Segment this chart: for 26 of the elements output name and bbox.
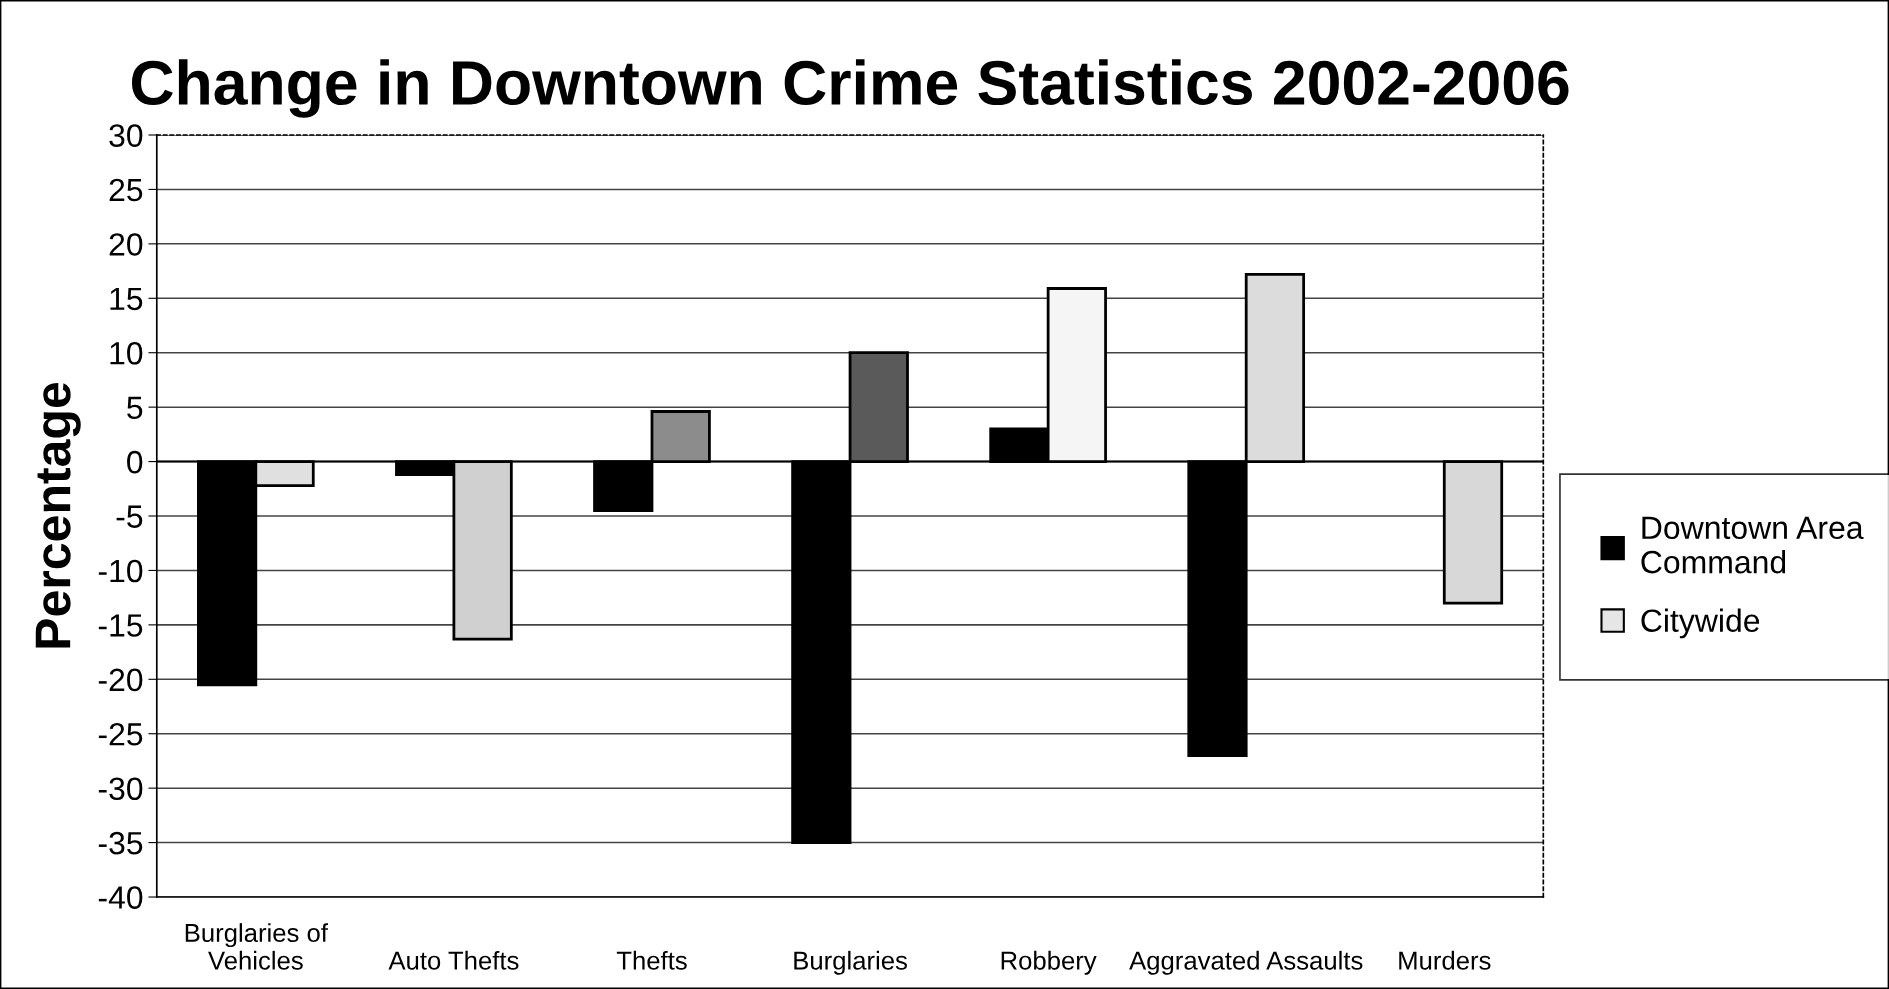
legend-label: Downtown Area Command xyxy=(1641,516,1864,574)
y-tick-label: 5 xyxy=(127,396,143,420)
y-tick-label: 0 xyxy=(127,450,143,474)
chart-title: Change in Downtown Crime Statistics 2002-2006 xyxy=(131,59,1569,118)
x-tick-label: Murders xyxy=(1399,950,1491,970)
x-tick-label: Auto Thefts xyxy=(388,950,519,970)
x-tick-label: Thefts xyxy=(616,950,687,970)
y-tick-label: -15 xyxy=(98,614,143,637)
x-tick-label: Burglaries xyxy=(794,950,907,975)
y-tick-label: 20 xyxy=(109,233,143,256)
y-tick-label: -20 xyxy=(98,668,143,692)
y-tick-label: -30 xyxy=(98,777,143,801)
y-tick-label: -10 xyxy=(98,559,143,583)
y-tick-label: -25 xyxy=(98,723,143,746)
y-tick-label: -35 xyxy=(98,831,143,855)
x-tick-label: Aggravated Assaults xyxy=(1129,950,1363,975)
y-tick-label: 30 xyxy=(109,124,143,147)
x-tick-label: Burglaries of Vehicles xyxy=(185,923,328,970)
y-tick-label: 10 xyxy=(110,341,143,365)
y-tick-label: -5 xyxy=(116,505,143,528)
y-tick-label: -40 xyxy=(98,886,143,909)
y-axis-title: Percentage xyxy=(35,382,81,648)
x-tick-label: Robbery xyxy=(1001,950,1097,975)
y-tick-label: 25 xyxy=(109,178,143,202)
legend-label: Citywide xyxy=(1641,608,1760,639)
y-tick-label: 15 xyxy=(110,287,143,311)
